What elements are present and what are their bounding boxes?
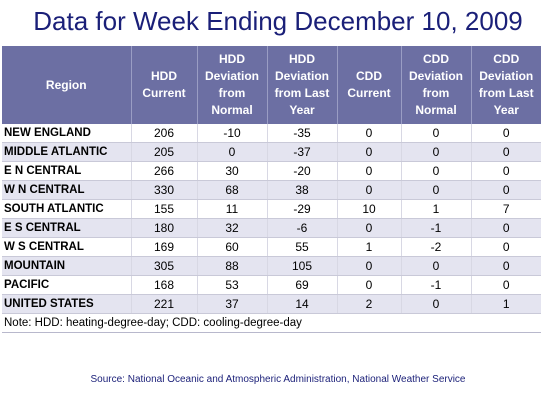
- cell-hdd-deviation-normal: 11: [196, 199, 267, 219]
- cell-cdd-deviation-normal: 0: [400, 124, 471, 143]
- cell-cdd-deviation-last-year: 7: [470, 199, 541, 219]
- table-row: MIDDLE ATLANTIC 205 0 -37 0 0 0: [2, 142, 541, 162]
- cell-cdd-deviation-normal: -1: [400, 275, 471, 295]
- cell-hdd-deviation-last-year: -37: [266, 142, 337, 162]
- cell-cdd-current: 1: [336, 237, 401, 257]
- weather-data-table: Region HDD Current HDD Deviation from Normal…: [2, 46, 541, 333]
- cell-cdd-deviation-last-year: 0: [470, 124, 541, 143]
- cell-cdd-deviation-normal: 0: [400, 142, 471, 162]
- cell-hdd-deviation-normal: 30: [196, 161, 267, 181]
- table-row: NEW ENGLAND 206 -10 -35 0 0 0: [2, 124, 541, 143]
- header-cdd-deviation-normal: CDD Deviation from Normal: [400, 46, 471, 124]
- cell-hdd-deviation-last-year: 38: [266, 180, 337, 200]
- cell-cdd-deviation-last-year: 0: [470, 275, 541, 295]
- cell-hdd-deviation-normal: 68: [196, 180, 267, 200]
- table-note: Note: HDD: heating-degree-day; CDD: cool…: [2, 313, 541, 333]
- cell-hdd-deviation-normal: 37: [196, 294, 267, 314]
- cell-hdd-deviation-last-year: 69: [266, 275, 337, 295]
- cell-cdd-current: 0: [336, 275, 401, 295]
- table-note-row: Note: HDD: heating-degree-day; CDD: cool…: [2, 313, 541, 333]
- cell-cdd-deviation-last-year: 1: [470, 294, 541, 314]
- cell-hdd-deviation-normal: 0: [196, 142, 267, 162]
- cell-hdd-current: 155: [130, 199, 197, 219]
- cell-hdd-deviation-last-year: -29: [266, 199, 337, 219]
- cell-hdd-current: 266: [130, 161, 197, 181]
- cell-hdd-current: 305: [130, 256, 197, 276]
- cell-cdd-deviation-last-year: 0: [470, 256, 541, 276]
- table-row: SOUTH ATLANTIC 155 11 -29 10 1 7: [2, 199, 541, 219]
- cell-region: SOUTH ATLANTIC: [2, 199, 131, 219]
- cell-hdd-deviation-normal: 32: [196, 218, 267, 238]
- cell-cdd-deviation-normal: 0: [400, 161, 471, 181]
- cell-hdd-deviation-last-year: -35: [266, 124, 337, 143]
- table-row: E S CENTRAL 180 32 -6 0 -1 0: [2, 218, 541, 238]
- cell-hdd-deviation-normal: -10: [196, 124, 267, 143]
- cell-hdd-deviation-last-year: 55: [266, 237, 337, 257]
- cell-hdd-current: 168: [130, 275, 197, 295]
- cell-cdd-deviation-normal: 1: [400, 199, 471, 219]
- cell-cdd-current: 0: [336, 256, 401, 276]
- header-hdd-current: HDD Current: [130, 46, 197, 124]
- table-row: MOUNTAIN 305 88 105 0 0 0: [2, 256, 541, 276]
- cell-hdd-deviation-last-year: 14: [266, 294, 337, 314]
- cell-region: PACIFIC: [2, 275, 131, 295]
- cell-cdd-current: 0: [336, 161, 401, 181]
- cell-region: NEW ENGLAND: [2, 124, 131, 143]
- cell-cdd-deviation-last-year: 0: [470, 218, 541, 238]
- cell-cdd-current: 0: [336, 218, 401, 238]
- cell-hdd-deviation-normal: 60: [196, 237, 267, 257]
- cell-hdd-current: 205: [130, 142, 197, 162]
- cell-cdd-current: 0: [336, 124, 401, 143]
- cell-hdd-deviation-last-year: -6: [266, 218, 337, 238]
- table-row: PACIFIC 168 53 69 0 -1 0: [2, 275, 541, 295]
- cell-cdd-deviation-normal: 0: [400, 294, 471, 314]
- cell-cdd-deviation-last-year: 0: [470, 142, 541, 162]
- header-hdd-deviation-normal: HDD Deviation from Normal: [196, 46, 267, 124]
- cell-hdd-deviation-last-year: 105: [266, 256, 337, 276]
- cell-region: MOUNTAIN: [2, 256, 131, 276]
- table-header-row: Region HDD Current HDD Deviation from Normal…: [2, 46, 541, 124]
- cell-cdd-current: 10: [336, 199, 401, 219]
- source-citation: Source: National Oceanic and Atmospheric…: [90, 374, 466, 385]
- cell-region: E S CENTRAL: [2, 218, 131, 238]
- cell-region: W N CENTRAL: [2, 180, 131, 200]
- cell-hdd-current: 330: [130, 180, 197, 200]
- table-row: UNITED STATES 221 37 14 2 0 1: [2, 294, 541, 314]
- cell-cdd-current: 0: [336, 142, 401, 162]
- cell-cdd-current: 2: [336, 294, 401, 314]
- header-cdd-deviation-last-year: CDD Deviation from Last Year: [470, 46, 541, 124]
- cell-region: UNITED STATES: [2, 294, 131, 314]
- cell-hdd-deviation-normal: 53: [196, 275, 267, 295]
- header-cdd-current: CDD Current: [336, 46, 401, 124]
- cell-hdd-current: 221: [130, 294, 197, 314]
- table-row: W N CENTRAL 330 68 38 0 0 0: [2, 180, 541, 200]
- header-hdd-deviation-last-year: HDD Deviation from Last Year: [266, 46, 337, 124]
- table-row: W S CENTRAL 169 60 55 1 -2 0: [2, 237, 541, 257]
- cell-region: MIDDLE ATLANTIC: [2, 142, 131, 162]
- cell-cdd-deviation-last-year: 0: [470, 180, 541, 200]
- header-region: Region: [2, 46, 131, 124]
- cell-cdd-deviation-normal: -1: [400, 218, 471, 238]
- cell-hdd-deviation-last-year: -20: [266, 161, 337, 181]
- cell-hdd-current: 180: [130, 218, 197, 238]
- cell-region: W S CENTRAL: [2, 237, 131, 257]
- cell-region: E N CENTRAL: [2, 161, 131, 181]
- cell-hdd-current: 169: [130, 237, 197, 257]
- cell-hdd-deviation-normal: 88: [196, 256, 267, 276]
- page-title: Data for Week Ending December 10, 2009: [33, 6, 523, 36]
- cell-cdd-deviation-normal: 0: [400, 180, 471, 200]
- cell-cdd-current: 0: [336, 180, 401, 200]
- cell-cdd-deviation-last-year: 0: [470, 161, 541, 181]
- cell-cdd-deviation-normal: 0: [400, 256, 471, 276]
- cell-cdd-deviation-normal: -2: [400, 237, 471, 257]
- table-row: E N CENTRAL 266 30 -20 0 0 0: [2, 161, 541, 181]
- cell-cdd-deviation-last-year: 0: [470, 237, 541, 257]
- table-body: NEW ENGLAND 206 -10 -35 0 0 0 MIDDLE ATLANTIC 20…: [2, 124, 541, 314]
- cell-hdd-current: 206: [130, 124, 197, 143]
